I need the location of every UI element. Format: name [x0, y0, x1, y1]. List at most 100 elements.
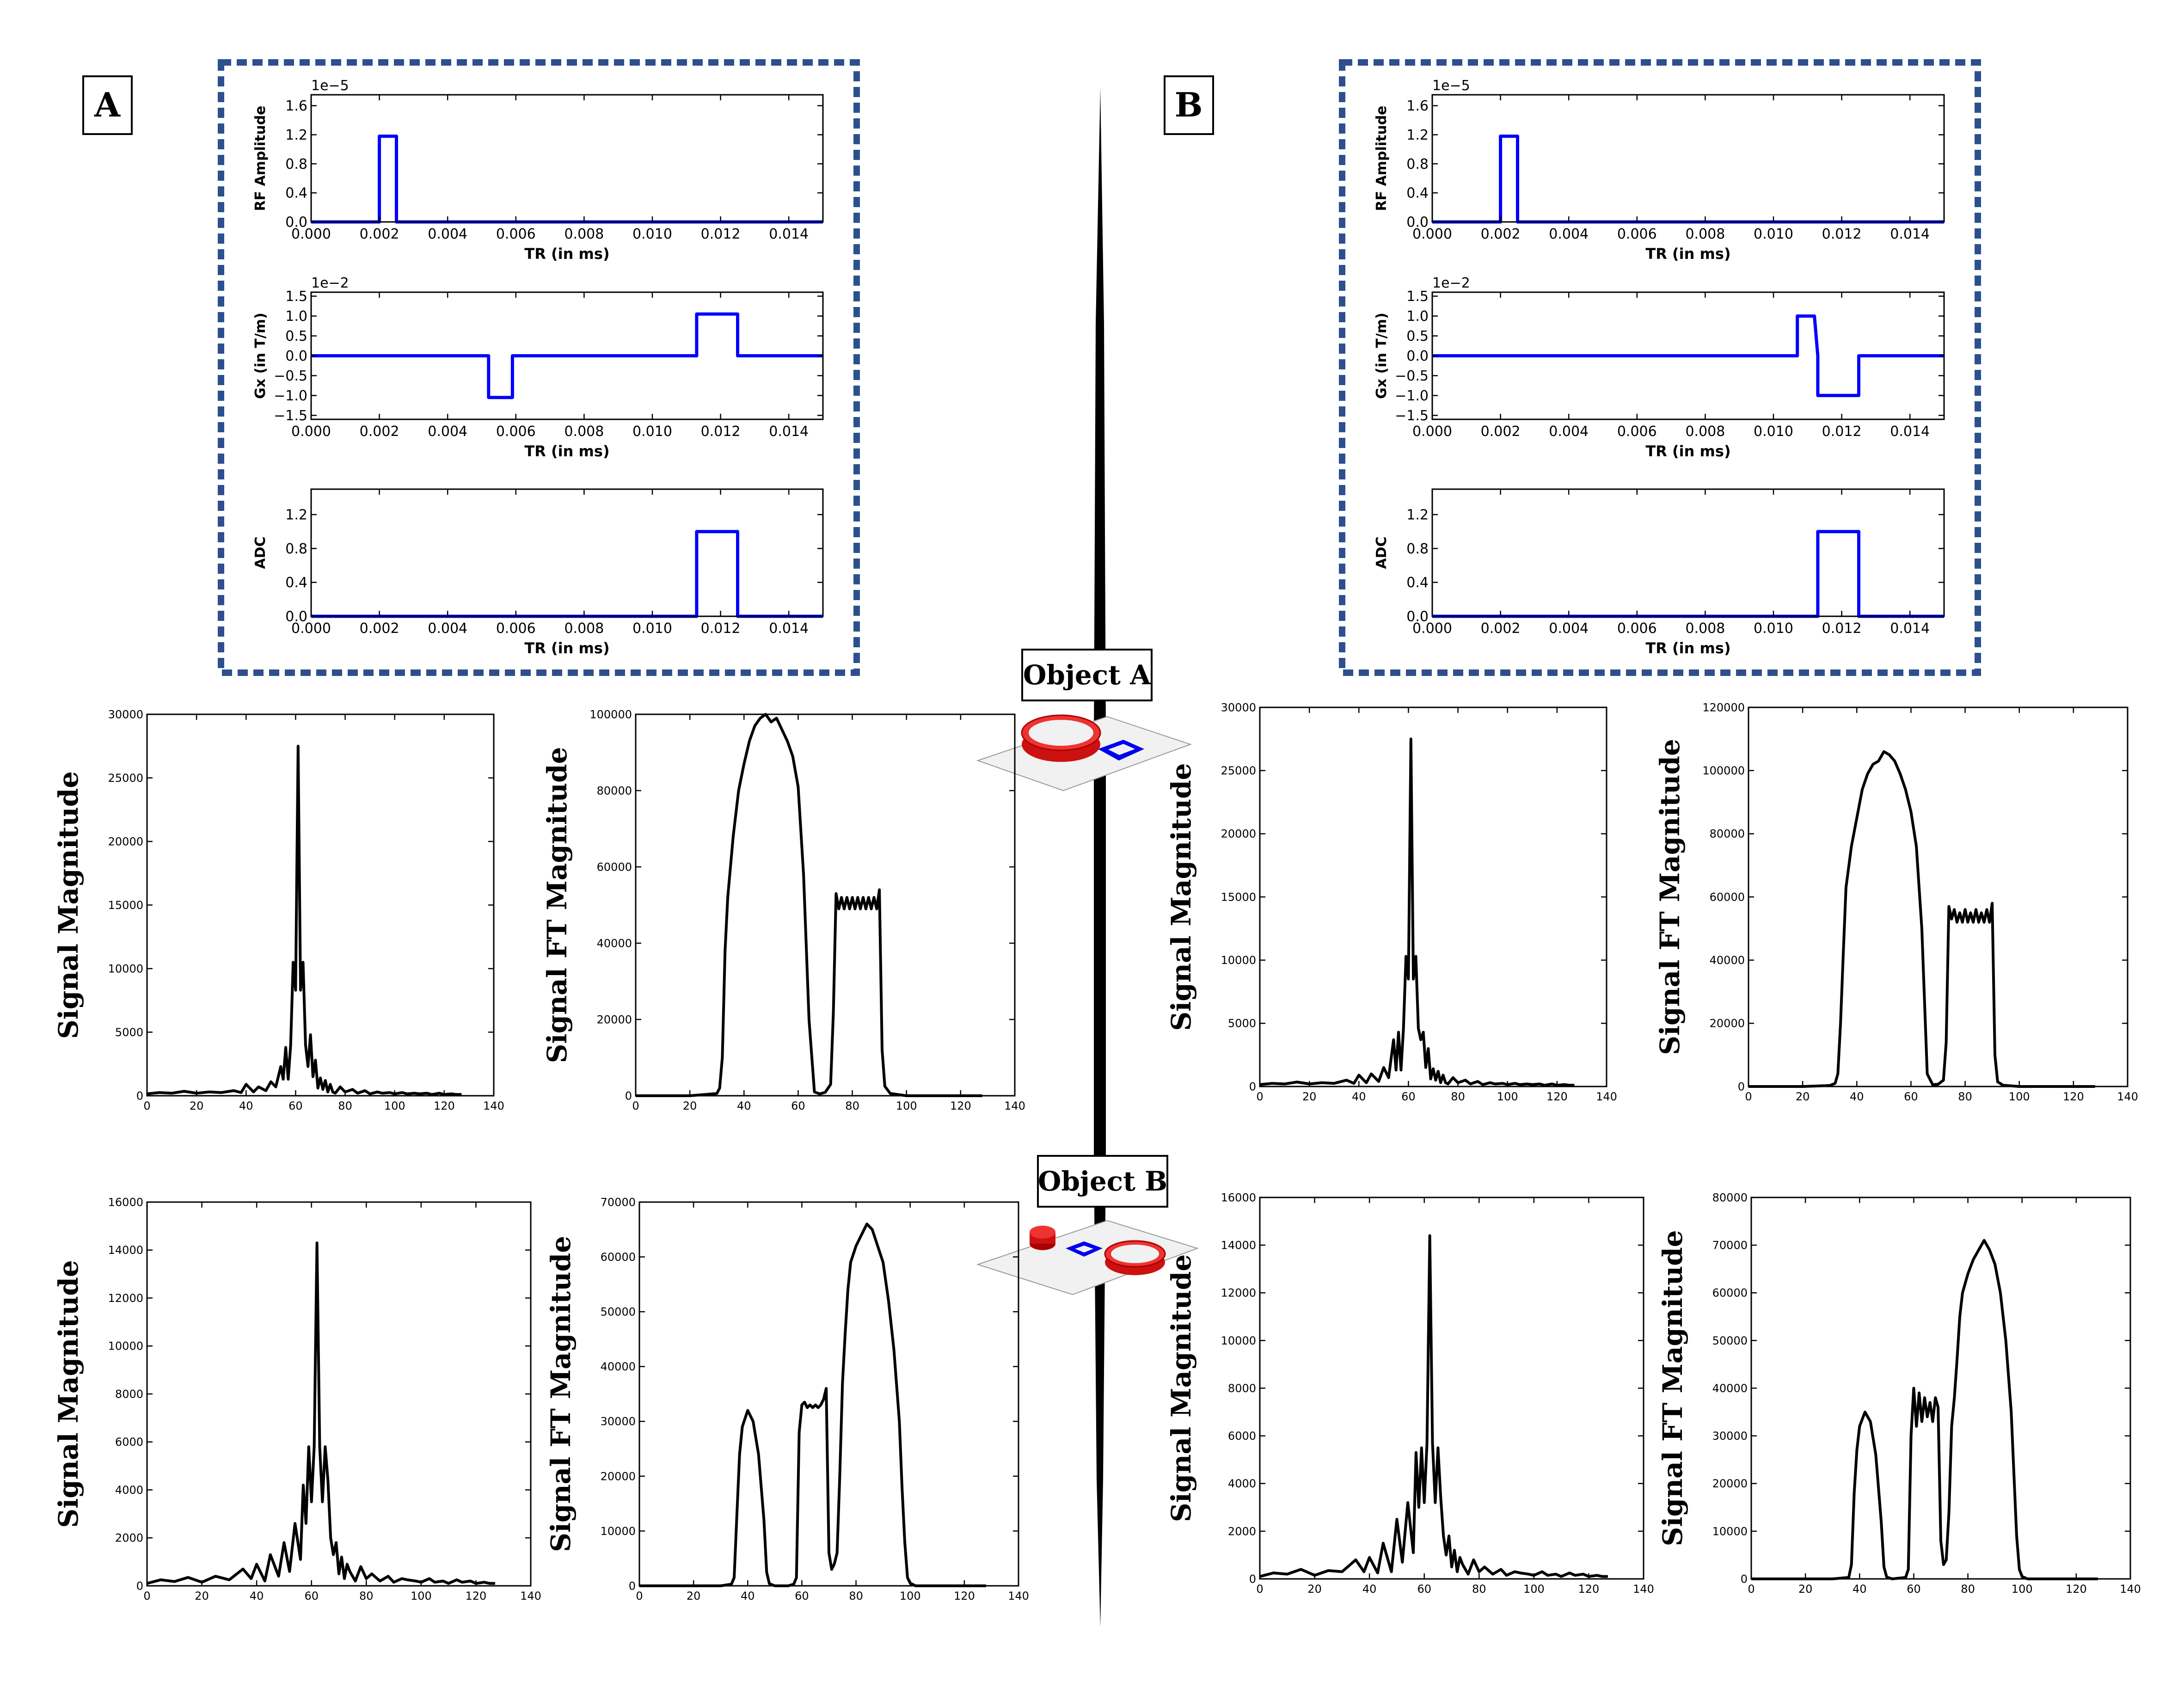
x-tick-label: 100 — [896, 1099, 917, 1112]
y-tick-label: 30000 — [601, 1415, 636, 1428]
x-tick-label: 60 — [1401, 1090, 1416, 1103]
offset-label: 1e−2 — [311, 275, 349, 291]
chart-sigB_objB: 0 20 40 60 80 100 120 140 0 2000 4000 6000 8000 10000… — [1166, 1191, 1654, 1596]
series-line-rf — [311, 135, 823, 224]
y-tick-label: 0 — [1249, 1572, 1256, 1585]
y-tick-label: 1.6 — [1406, 98, 1429, 114]
x-tick-label: 40 — [737, 1099, 751, 1112]
y-tick-label: 80000 — [597, 784, 632, 797]
plot-frame — [310, 94, 824, 223]
chart-seqB_rf: 0.000 0.002 0.004 0.006 0.008 0.010 0.012 0.014… — [1374, 78, 1945, 263]
y-tick-label: 0.8 — [1406, 541, 1429, 557]
x-tick-label: 60 — [304, 1590, 319, 1602]
x-tick-label: 0.000 — [1412, 620, 1452, 637]
series-line-ft — [639, 1222, 986, 1587]
x-tick-label: 120 — [434, 1099, 455, 1112]
y-axis-label: Signal FT Magnitude — [1657, 1230, 1688, 1547]
x-tick-label: 0.006 — [1617, 620, 1657, 637]
x-tick-label: 140 — [2120, 1583, 2141, 1596]
y-tick-label: 0.0 — [285, 609, 307, 625]
x-tick-label: 0.014 — [1890, 620, 1930, 637]
x-tick-label: 0 — [636, 1590, 643, 1602]
plot-frame — [1431, 94, 1945, 223]
panel-b-letter: B — [1175, 85, 1203, 124]
y-tick-label: 0.5 — [285, 328, 307, 344]
y-tick-label: 10000 — [1712, 1525, 1748, 1538]
x-tick-label: 0.012 — [1822, 226, 1862, 242]
offset-label: 1e−5 — [311, 78, 349, 94]
x-tick-label: 0 — [1748, 1583, 1755, 1596]
y-tick-label: 8000 — [1228, 1382, 1256, 1395]
x-tick-label: 0.004 — [1549, 226, 1589, 242]
x-tick-label: 60 — [1904, 1090, 1918, 1103]
y-tick-label: 30000 — [1221, 701, 1256, 714]
y-tick-label: −0.5 — [274, 368, 307, 384]
series-line-ft — [1751, 1239, 2098, 1580]
x-tick-label: 0.008 — [564, 424, 604, 440]
y-tick-label: 1.0 — [1406, 308, 1429, 325]
x-tick-label: 0.000 — [1412, 424, 1452, 440]
x-tick-label: 0.000 — [291, 620, 331, 637]
plot-frame — [1748, 706, 2129, 1087]
y-tick-label: 30000 — [1712, 1430, 1748, 1442]
x-tick-label: 140 — [2117, 1090, 2138, 1103]
y-tick-label: 20000 — [108, 835, 143, 848]
x-tick-label: 140 — [520, 1590, 541, 1602]
x-tick-label: 0.002 — [360, 226, 399, 242]
chart-ft_A_objA: 0 20 40 60 80 100 120 140 0 20000 40000 60000 80000 1… — [541, 708, 1025, 1112]
y-axis-label: RF Amplitude — [252, 105, 269, 211]
y-tick-label: 10000 — [1221, 954, 1256, 967]
object-a-illustration — [976, 714, 1192, 792]
series-line-signal — [1259, 1234, 1608, 1578]
chart-ft_B_objB: 0 20 40 60 80 100 120 140 0 10000 20000 30000 40000 5… — [1657, 1191, 2141, 1596]
x-tick-label: 120 — [2066, 1583, 2087, 1596]
y-tick-label: 40000 — [1710, 954, 1745, 967]
y-tick-label: −1.5 — [274, 408, 307, 424]
x-tick-label: 100 — [1523, 1583, 1545, 1596]
x-tick-label: 40 — [1853, 1583, 1867, 1596]
y-tick-label: 2000 — [1228, 1525, 1256, 1538]
x-tick-label: 0 — [632, 1099, 639, 1112]
y-tick-label: 0 — [136, 1089, 143, 1102]
object-a-square-hole — [1108, 744, 1135, 755]
y-axis-label: ADC — [1374, 536, 1390, 569]
chart-sigB_objA: 0 20 40 60 80 100 120 140 0 5000 10000 15000 20000 25… — [1166, 701, 1617, 1103]
plot-frame — [146, 1201, 532, 1587]
x-tick-label: 60 — [288, 1099, 303, 1112]
y-tick-label: 1.5 — [1406, 288, 1429, 305]
series-line-ft — [1748, 750, 2095, 1088]
x-tick-label: 0.000 — [291, 226, 331, 242]
chart-seqB_gx: 0.000 0.002 0.004 0.006 0.008 0.010 0.012 0.014… — [1374, 275, 1945, 460]
y-tick-label: 60000 — [1712, 1287, 1748, 1300]
x-axis-label: TR (in ms) — [524, 442, 609, 460]
y-tick-label: 0 — [1249, 1080, 1256, 1093]
chart-sigA_objB: 0 20 40 60 80 100 120 140 0 2000 4000 6000 8000 10000… — [53, 1196, 541, 1602]
y-tick-label: 0 — [629, 1579, 636, 1592]
plot-frame — [635, 713, 1016, 1097]
chart-seqA_adc: 0.000 0.002 0.004 0.006 0.008 0.010 0.012 0.014… — [252, 488, 824, 657]
x-tick-label: 100 — [1497, 1090, 1518, 1103]
y-tick-label: 1.5 — [285, 288, 307, 305]
x-tick-label: 0.004 — [1549, 620, 1589, 637]
x-tick-label: 40 — [1850, 1090, 1864, 1103]
y-tick-label: 0 — [1741, 1572, 1748, 1585]
y-tick-label: 15000 — [1221, 890, 1256, 903]
object-b-square-hole — [1075, 1246, 1093, 1252]
x-tick-label: 0.012 — [701, 226, 741, 242]
y-tick-label: 80000 — [1712, 1191, 1748, 1204]
x-tick-label: 20 — [683, 1099, 697, 1112]
x-tick-label: 0.006 — [496, 424, 536, 440]
x-tick-label: 40 — [1362, 1583, 1377, 1596]
y-tick-label: 2000 — [115, 1532, 143, 1545]
y-tick-label: 0.4 — [285, 185, 307, 202]
x-tick-label: 0.010 — [1754, 424, 1793, 440]
chart-seqA_gx: 0.000 0.002 0.004 0.006 0.008 0.010 0.012 0.014… — [252, 275, 824, 460]
y-tick-label: 0.0 — [285, 215, 307, 231]
x-tick-label: 0.010 — [1754, 620, 1793, 637]
x-tick-label: 0.002 — [1481, 620, 1521, 637]
y-tick-label: −1.0 — [1395, 388, 1429, 404]
y-tick-label: 0.8 — [285, 541, 307, 557]
panel-a-letter: A — [94, 85, 121, 124]
y-tick-label: 1.0 — [285, 308, 307, 325]
x-tick-label: 60 — [791, 1099, 805, 1112]
